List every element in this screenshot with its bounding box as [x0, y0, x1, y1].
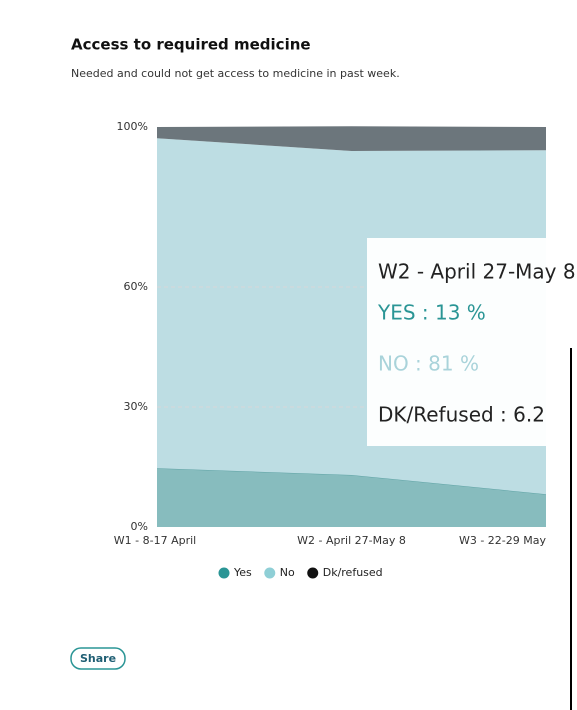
legend-label: Dk/refused: [323, 566, 383, 579]
tooltip-box: [367, 238, 577, 446]
legend-dot: [264, 567, 276, 579]
tooltip-line: DK/Refused : 6.2: [378, 403, 545, 427]
chart-subtitle: Needed and could not get access to medic…: [71, 67, 400, 80]
tooltip-title: W2 - April 27-May 8: [378, 260, 576, 284]
legend: Yes No Dk/refused: [218, 566, 383, 579]
share-border[interactable]: [70, 647, 126, 670]
legend-dot: [218, 567, 230, 579]
share-label[interactable]: Share: [80, 652, 116, 665]
legend-label: Yes: [233, 566, 252, 579]
tooltip-line: YES : 13 %: [377, 301, 486, 325]
share-button[interactable]: Share: [70, 647, 126, 670]
legend-dot: [307, 567, 319, 579]
tooltip-line: NO : 81 %: [378, 352, 479, 376]
y-tick-label: 60%: [124, 280, 148, 293]
chart-title: Access to required medicine: [71, 36, 311, 54]
x-tick-label: W1 - 8-17 April: [114, 534, 196, 547]
area: [157, 468, 546, 527]
y-tick-label: 30%: [124, 400, 148, 413]
area: [157, 126, 546, 151]
legend-label: No: [280, 566, 295, 579]
y-tick-label: 100%: [117, 120, 148, 133]
tooltip: W2 - April 27-May 8 YES : 13 % NO : 81 % DK…: [367, 238, 577, 446]
x-tick-label: W2 - April 27-May 8: [297, 534, 406, 547]
y-tick-label: 0%: [131, 520, 148, 533]
x-tick-label: W3 - 22-29 May: [459, 534, 547, 547]
